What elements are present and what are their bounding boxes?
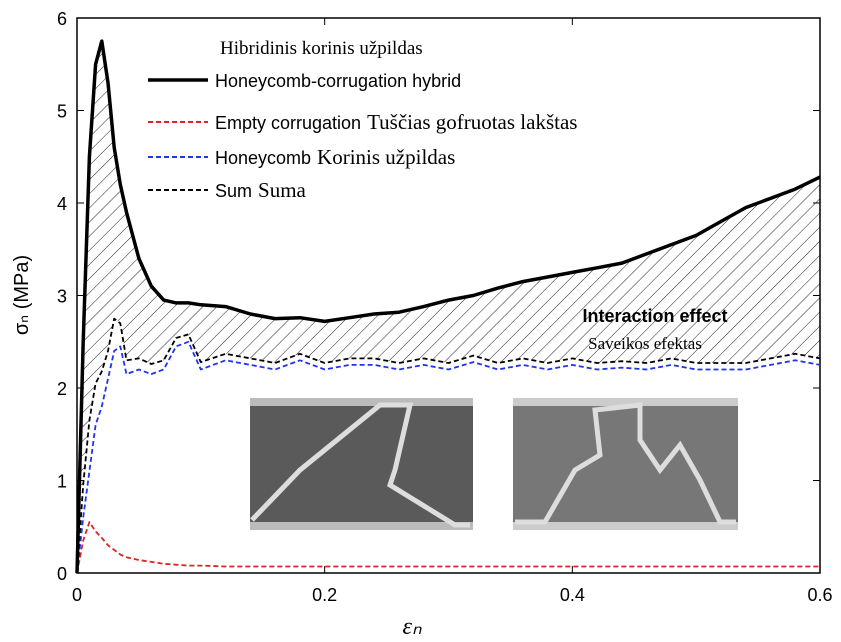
- series-line: [76, 317, 821, 574]
- y-tick-label: 4: [57, 194, 67, 214]
- x-tick-label: 0.2: [312, 585, 337, 605]
- inset-plate: [513, 522, 738, 530]
- inset-plate: [250, 522, 473, 530]
- legend-entry: Empty corrugation Tuščias gofruotas lakšt…: [215, 110, 577, 134]
- inset-outline: [250, 402, 470, 528]
- inset-outline: [515, 402, 736, 525]
- legend-entry: Honeycomb Korinis užpildas: [215, 145, 455, 169]
- legend-translation: Tuščias gofruotas lakštas: [367, 110, 577, 134]
- legend-entry: Sum Suma: [215, 178, 307, 202]
- area-layer: [77, 41, 820, 573]
- series-line: [76, 521, 820, 574]
- inset-photos: [250, 398, 738, 530]
- series-line: [76, 340, 821, 574]
- x-tick-label: 0.6: [807, 585, 832, 605]
- x-tick-label: 0.4: [560, 585, 585, 605]
- y-tick-label: 6: [57, 9, 67, 29]
- x-tick-label: 0: [72, 585, 82, 605]
- legend-label: Honeycomb: [215, 148, 311, 168]
- legend-label: Sum: [215, 181, 252, 201]
- legend-title: Hibridinis korinis užpildas: [220, 38, 423, 59]
- x-axis-label: εₙ: [402, 614, 421, 640]
- interaction-area: [77, 41, 820, 573]
- y-tick-label: 1: [57, 472, 67, 492]
- inset-plate: [250, 398, 473, 406]
- inset-plate: [513, 398, 738, 406]
- legend-translation: Korinis užpildas: [317, 145, 455, 169]
- y-tick-label: 2: [57, 379, 67, 399]
- legend-entry: Honeycomb-corrugation hybrid: [215, 71, 461, 91]
- y-axis-label: σₙ (MPa): [11, 255, 33, 335]
- legend-translation: Suma: [258, 178, 307, 202]
- legend-label: Empty corrugation: [215, 113, 361, 133]
- annotation: Saveikos efektas: [588, 334, 702, 353]
- y-tick-label: 0: [57, 564, 67, 584]
- annotation: Interaction effect: [582, 306, 727, 326]
- y-tick-label: 3: [57, 287, 67, 307]
- legend-label: Honeycomb-corrugation hybrid: [215, 71, 461, 91]
- y-tick-label: 5: [57, 102, 67, 122]
- series-line: [75, 39, 821, 574]
- inset-photo: [513, 398, 738, 530]
